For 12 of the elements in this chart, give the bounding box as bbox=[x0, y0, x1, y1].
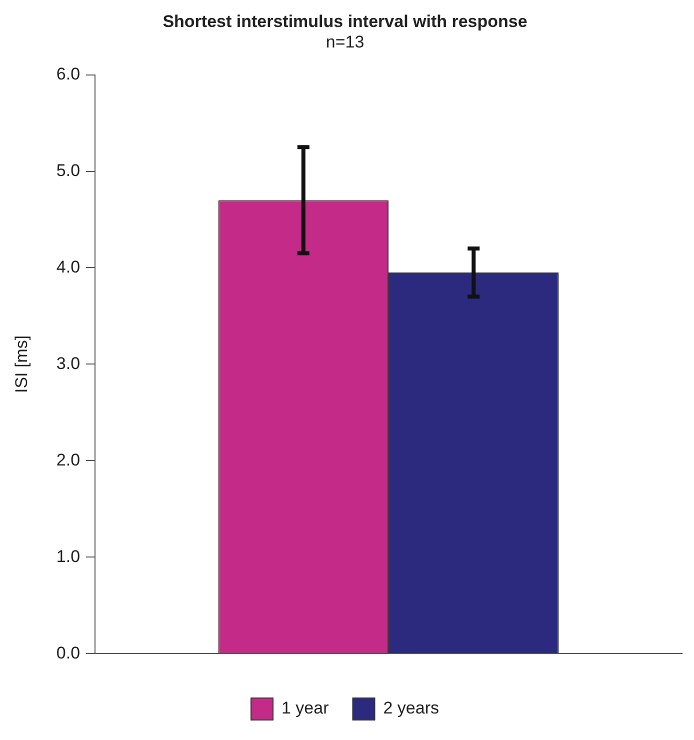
y-tick-label: 1.0 bbox=[56, 546, 80, 566]
chart-subtitle: n=13 bbox=[326, 32, 364, 52]
legend-label: 1 year bbox=[282, 698, 330, 718]
y-axis-title: ISI [ms] bbox=[12, 335, 31, 394]
y-tick-label: 0.0 bbox=[56, 643, 80, 662]
y-tick-label: 4.0 bbox=[56, 257, 80, 276]
y-tick-label: 5.0 bbox=[56, 160, 80, 180]
y-tick-label: 3.0 bbox=[56, 354, 80, 373]
chart-title: Shortest interstimulus interval with response bbox=[162, 12, 528, 31]
y-tick-label: 6.0 bbox=[56, 64, 80, 84]
y-tick-label: 2.0 bbox=[56, 450, 80, 470]
legend-label: 2 years bbox=[383, 698, 439, 718]
